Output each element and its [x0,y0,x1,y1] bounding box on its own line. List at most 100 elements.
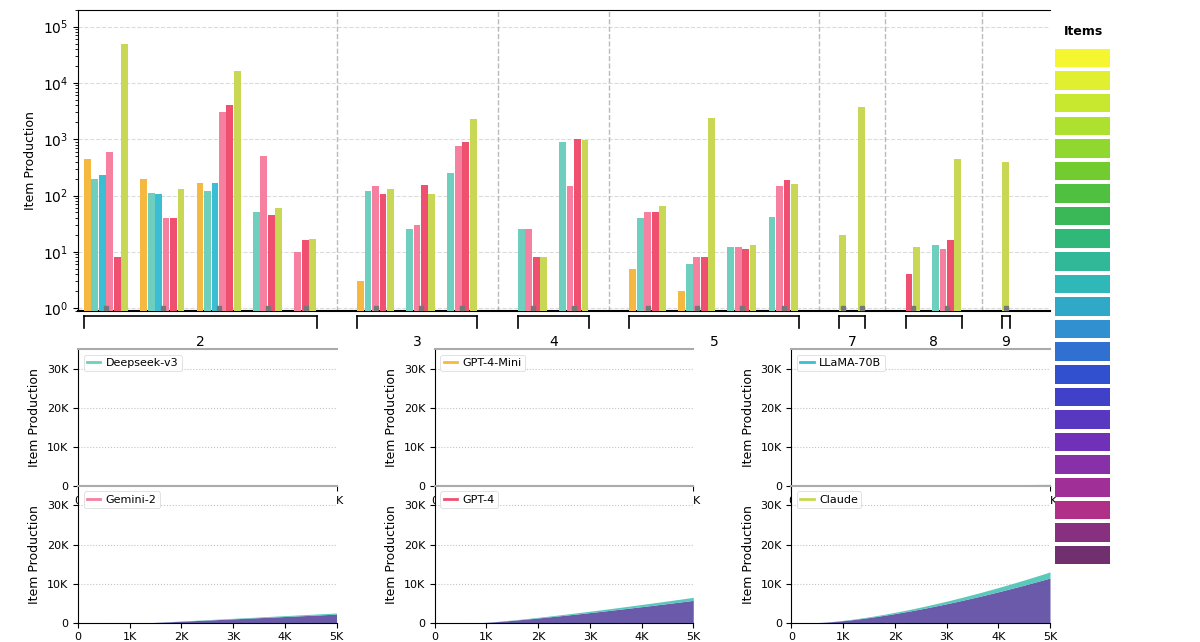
Bar [310,239,317,642]
Bar [106,152,113,642]
Bar [218,112,226,642]
Bar [178,189,185,642]
X-axis label: Steps: Steps [190,511,224,524]
Bar [211,182,218,642]
Y-axis label: Item Production: Item Production [29,505,41,603]
Bar [1055,297,1110,316]
Bar [1055,252,1110,270]
Bar [906,274,912,642]
Bar [526,229,532,642]
Bar [533,257,540,642]
Bar [1055,501,1110,519]
Text: 9: 9 [1002,335,1010,349]
Bar [768,217,775,642]
Bar [388,189,394,642]
Y-axis label: Item Production: Item Production [742,505,755,603]
Bar [574,139,581,642]
Bar [1055,478,1110,496]
Bar [708,117,715,642]
Bar [197,182,204,642]
Bar [1055,71,1110,90]
Bar [268,215,275,642]
Bar [204,191,211,642]
Bar [260,156,268,642]
Bar [379,195,386,642]
Bar [121,44,128,642]
Text: 7: 7 [847,335,857,349]
Bar [540,257,547,642]
Bar [784,180,791,642]
X-axis label: Steps: Steps [546,511,582,524]
Bar [913,247,920,642]
Bar [1055,320,1110,338]
Bar [694,257,700,642]
Bar [140,178,148,642]
Bar [1055,455,1110,474]
Legend: Deepseek-v3: Deepseek-v3 [84,354,181,371]
X-axis label: Steps: Steps [904,511,938,524]
Bar [1055,523,1110,542]
Bar [406,229,413,642]
Bar [462,142,469,642]
Bar [644,213,652,642]
Bar [559,142,566,642]
Bar [742,250,749,642]
Bar [1055,546,1110,564]
Bar [1002,162,1009,642]
Bar [227,105,233,642]
Bar [1055,410,1110,429]
Bar [582,141,588,642]
Bar [470,119,476,642]
Bar [302,240,308,642]
Bar [294,252,301,642]
Bar [1055,49,1110,67]
Bar [659,206,666,642]
Bar [148,193,155,642]
Y-axis label: Item Production: Item Production [29,368,41,467]
Bar [428,195,436,642]
Bar [84,159,91,642]
Bar [1055,139,1110,158]
Legend: Claude: Claude [797,491,862,508]
Bar [455,146,462,642]
Bar [517,229,524,642]
Text: 4: 4 [548,335,558,349]
Bar [275,208,282,642]
Legend: LLaMA-70B: LLaMA-70B [797,354,884,371]
Bar [1055,116,1110,135]
Text: Items: Items [1064,26,1103,39]
Bar [358,281,364,642]
Bar [652,213,659,642]
Bar [170,218,176,642]
Bar [932,245,938,642]
Bar [678,291,685,642]
Bar [1055,342,1110,361]
Bar [91,178,98,642]
Bar [629,269,636,642]
Legend: GPT-4: GPT-4 [440,491,498,508]
Bar [1055,184,1110,203]
Bar [750,245,756,642]
Bar [98,175,106,642]
Bar [701,257,708,642]
Text: 2: 2 [196,335,205,349]
Bar [839,235,846,642]
Text: 3: 3 [413,335,421,349]
Bar [372,186,379,642]
Bar [1055,162,1110,180]
Bar [365,191,372,642]
Text: 8: 8 [929,335,938,349]
Bar [566,186,574,642]
Bar [776,186,782,642]
Bar [858,107,865,642]
Bar [940,250,947,642]
Y-axis label: Item Production: Item Production [742,368,755,467]
Bar [421,185,428,642]
Bar [162,218,169,642]
Bar [414,225,420,642]
Text: 5: 5 [709,335,719,349]
Bar [1055,229,1110,248]
Bar [727,247,734,642]
Bar [954,159,961,642]
Bar [253,213,260,642]
